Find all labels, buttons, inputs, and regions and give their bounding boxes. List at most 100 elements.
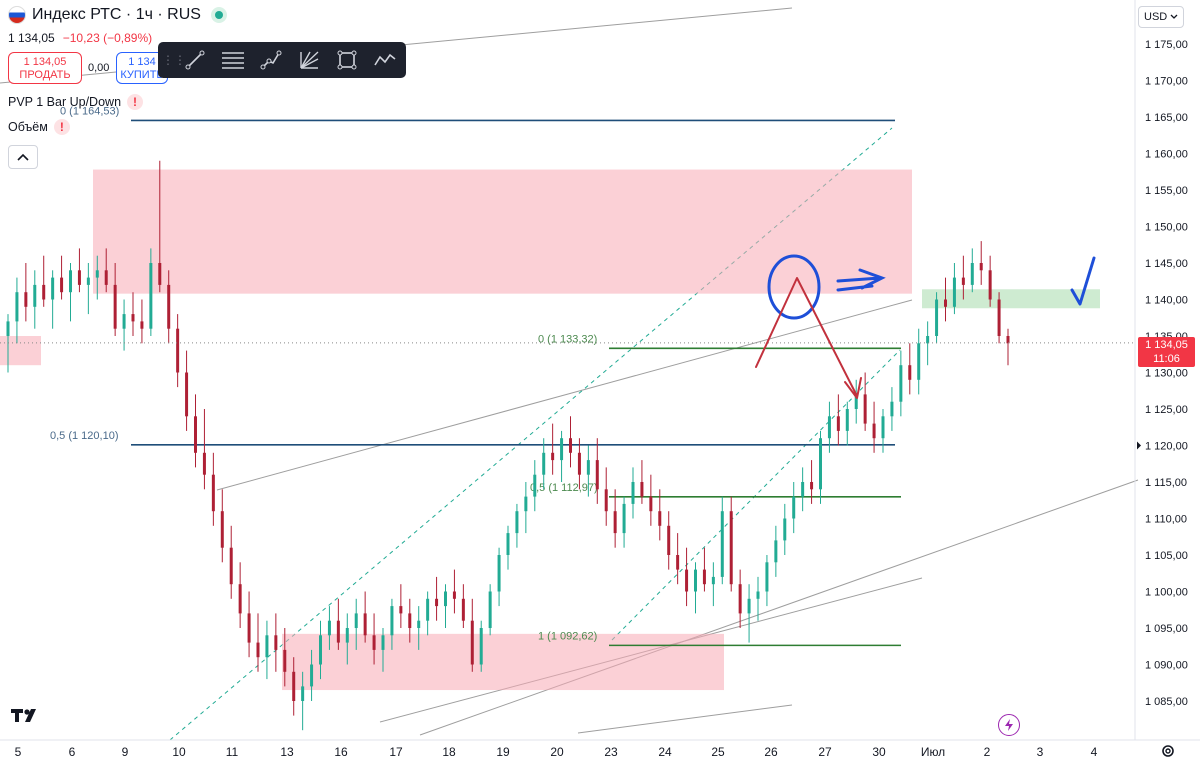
candle-body <box>515 511 519 534</box>
checkmark-annotation <box>1070 256 1096 306</box>
candle-body <box>265 635 269 658</box>
candle <box>676 533 680 585</box>
candle <box>524 482 528 534</box>
candle-body <box>131 314 135 322</box>
lightning-icon[interactable] <box>998 714 1020 736</box>
candle <box>890 387 894 431</box>
drag-handle-icon[interactable]: ⋮⋮ <box>162 53 186 67</box>
candle-body <box>881 416 885 439</box>
time-tick-label: 27 <box>818 745 832 759</box>
candle <box>444 584 447 628</box>
candle-body <box>69 270 72 293</box>
red-zone <box>93 169 912 294</box>
currency-select[interactable]: USD <box>1138 6 1184 28</box>
candle <box>283 628 287 687</box>
sell-button[interactable]: 1 134,05 ПРОДАТЬ <box>8 52 82 84</box>
candle-body <box>845 409 849 431</box>
candle <box>560 430 564 482</box>
candle <box>899 350 903 417</box>
candle <box>372 613 376 665</box>
price-tick-label: 1 155,00 <box>1145 185 1188 197</box>
candle <box>247 591 251 658</box>
candle-body <box>810 482 814 490</box>
price-tick-label: 1 105,00 <box>1145 550 1188 562</box>
candle-body <box>33 284 37 307</box>
candle <box>952 263 956 315</box>
candle <box>256 613 260 672</box>
candle-body <box>765 562 769 592</box>
path-icon[interactable] <box>252 42 290 78</box>
warning-icon[interactable]: ! <box>53 119 70 135</box>
candle <box>845 401 849 446</box>
channel-line <box>419 479 1139 736</box>
arrow-annotation <box>836 268 886 292</box>
candle <box>399 584 403 628</box>
candle-body <box>283 649 287 672</box>
warning-icon[interactable]: ! <box>127 94 144 110</box>
candle <box>720 496 724 585</box>
polyline-icon[interactable] <box>366 42 404 78</box>
rectangle-icon[interactable] <box>328 42 366 78</box>
candle-body <box>533 474 537 497</box>
candle-body <box>319 635 322 665</box>
candle <box>292 657 296 716</box>
candle-body <box>95 270 99 278</box>
last-price-time: 11:06 <box>1153 353 1180 365</box>
chevron-up-icon <box>17 153 29 161</box>
trend-line-icon[interactable] <box>176 42 214 78</box>
candle-body <box>863 394 867 424</box>
candle <box>390 598 394 650</box>
candle-body <box>988 270 992 300</box>
last-price-value: 1 134,05 <box>1145 339 1188 351</box>
candle-body <box>194 416 197 453</box>
candle-body <box>336 620 340 643</box>
candle <box>354 598 358 650</box>
gann-fan-icon[interactable] <box>290 42 328 78</box>
candle <box>86 263 90 315</box>
candle <box>77 248 81 293</box>
candle <box>95 255 99 300</box>
indicator-pvp-label: PVP 1 Bar Up/Down <box>8 95 122 109</box>
candle <box>783 503 787 555</box>
candle-body <box>604 489 608 512</box>
candle-body <box>720 511 724 577</box>
tradingview-logo-icon[interactable] <box>10 706 44 726</box>
price-tick-label: 1 110,00 <box>1145 514 1187 526</box>
candle <box>640 460 644 504</box>
candle <box>158 160 162 293</box>
candle-body <box>756 591 760 599</box>
time-tick-label: 3 <box>1037 745 1044 759</box>
candle <box>488 584 492 636</box>
market-open-icon <box>210 7 227 23</box>
fib-level-label: 0 (1 164,53) <box>60 105 119 117</box>
candle <box>327 606 331 650</box>
candle <box>961 255 965 300</box>
candle-body <box>479 628 483 665</box>
candle <box>685 547 689 607</box>
candle-body <box>461 598 465 621</box>
candle <box>979 241 983 285</box>
price-tick-label: 1 170,00 <box>1145 76 1188 88</box>
candle <box>926 321 930 366</box>
candle <box>265 620 269 680</box>
sell-label: ПРОДАТЬ <box>19 69 71 81</box>
symbol-header[interactable]: Индекс РТС · 1ч · RUS <box>8 6 227 24</box>
candle-body <box>167 284 171 329</box>
candle-body <box>256 642 260 658</box>
indicator-volume[interactable]: Объём ! <box>8 119 70 135</box>
candle <box>301 671 305 731</box>
time-tick-label: 17 <box>389 745 403 759</box>
candle-body <box>363 613 367 636</box>
current-price: 1 134,05 <box>8 31 55 45</box>
candle <box>140 299 144 344</box>
collapse-indicators-button[interactable] <box>8 145 38 169</box>
gear-icon[interactable] <box>1160 743 1176 759</box>
candle-body <box>524 496 528 512</box>
price-tick-label: 1 125,00 <box>1145 404 1188 416</box>
indicator-pvp[interactable]: PVP 1 Bar Up/Down ! <box>8 94 144 110</box>
candle-body <box>452 591 456 599</box>
fib-retracement-icon[interactable] <box>214 42 252 78</box>
time-tick-label: 11 <box>226 745 239 759</box>
candle-body <box>819 438 822 490</box>
